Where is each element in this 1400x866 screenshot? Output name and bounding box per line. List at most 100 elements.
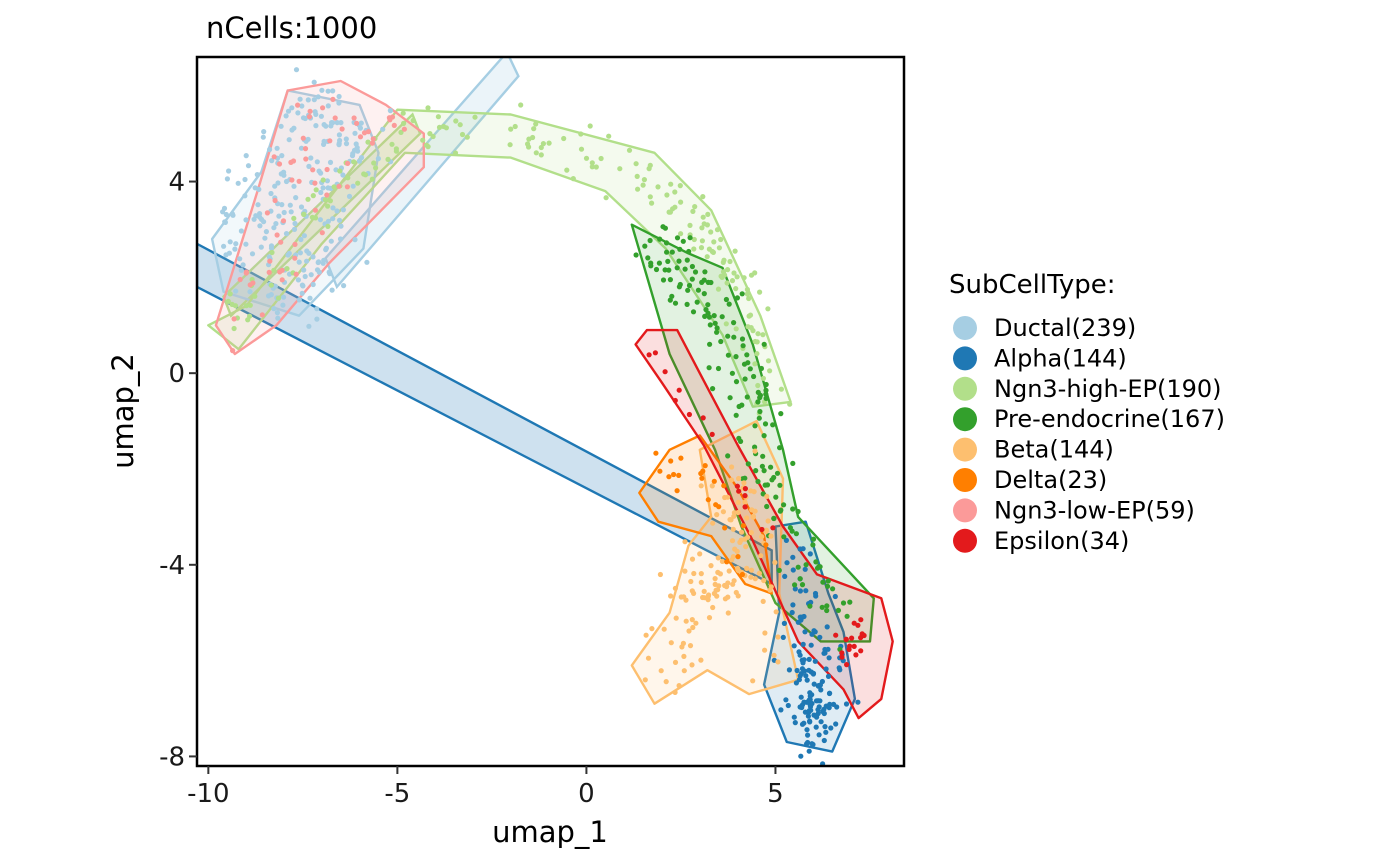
- cell-point: [801, 720, 807, 726]
- trajectory-band-2: [222, 112, 422, 318]
- cell-point: [310, 193, 316, 199]
- cell-point: [281, 209, 287, 216]
- cell-point: [398, 129, 404, 135]
- cell-point: [674, 488, 680, 494]
- cell-point: [698, 579, 704, 586]
- cell-point: [825, 646, 831, 652]
- cell-point: [708, 279, 714, 286]
- cell-point: [312, 180, 318, 186]
- cell-point: [761, 341, 767, 347]
- cell-point: [758, 365, 765, 372]
- cell-point: [657, 468, 663, 474]
- cell-point: [783, 537, 790, 544]
- cell-point: [731, 578, 737, 584]
- cell-point: [247, 302, 253, 308]
- cell-point: [672, 689, 678, 696]
- x-axis: -10 -5 0 5: [187, 766, 784, 809]
- cell-point: [819, 604, 825, 610]
- cell-point: [452, 150, 459, 156]
- cell-point: [668, 181, 674, 187]
- cell-point: [526, 136, 532, 142]
- cell-point: [288, 209, 294, 215]
- cell-point: [680, 238, 686, 244]
- cell-point: [457, 122, 463, 128]
- cell-point: [430, 133, 436, 140]
- cell-point: [332, 115, 338, 121]
- cell-point: [791, 643, 797, 649]
- cell-point: [343, 136, 349, 142]
- cell-point: [708, 229, 714, 235]
- cell-point: [267, 258, 273, 264]
- cell-point: [798, 753, 804, 759]
- cell-point: [346, 193, 353, 199]
- cell-point: [299, 290, 305, 296]
- cell-point: [336, 140, 342, 146]
- cell-point: [226, 168, 232, 174]
- cell-point: [684, 257, 690, 263]
- cell-point: [273, 221, 279, 227]
- cell-point: [324, 192, 330, 198]
- cell-point: [302, 115, 308, 122]
- cell-point: [809, 741, 815, 747]
- cell-point: [358, 120, 364, 126]
- cell-point: [271, 267, 277, 273]
- cell-point: [337, 168, 343, 174]
- cell-point: [706, 314, 713, 320]
- cell-point: [818, 687, 824, 693]
- cell-point: [768, 464, 774, 470]
- cell-point: [672, 397, 678, 404]
- cell-point: [361, 130, 368, 136]
- cell-point: [264, 210, 270, 216]
- cell-point: [291, 215, 297, 221]
- cell-point: [224, 176, 230, 182]
- cell-point: [719, 314, 725, 320]
- cell-point: [540, 141, 547, 147]
- cell-point: [687, 643, 694, 649]
- cell-point: [698, 483, 704, 489]
- y-axis: -8 -4 0 4: [159, 168, 197, 772]
- cell-point: [770, 422, 776, 428]
- cell-point: [221, 205, 228, 211]
- cell-point: [387, 108, 393, 114]
- cell-point: [807, 719, 813, 725]
- cell-point: [325, 103, 331, 109]
- cell-point: [662, 369, 668, 375]
- cell-point: [673, 615, 679, 621]
- cell-point: [337, 236, 344, 242]
- cell-point: [643, 632, 649, 638]
- cell-point: [352, 237, 358, 243]
- cell-point: [391, 122, 397, 128]
- cell-point: [742, 504, 748, 510]
- cell-point: [667, 297, 673, 303]
- cell-point: [312, 215, 319, 221]
- cell-point: [606, 133, 612, 139]
- cell-point: [336, 93, 342, 100]
- cell-point: [699, 225, 705, 231]
- cell-point: [755, 382, 761, 389]
- cell-point: [340, 172, 346, 178]
- cell-point: [663, 240, 670, 246]
- cell-point: [678, 231, 684, 237]
- cell-point: [734, 483, 741, 489]
- cell-point: [252, 293, 258, 299]
- cell-point: [760, 453, 766, 459]
- cell-point: [765, 358, 772, 364]
- cell-point: [733, 354, 739, 360]
- cell-point: [792, 586, 798, 592]
- x-axis-title: umap_1: [492, 815, 608, 849]
- cell-point: [731, 334, 737, 340]
- cell-point: [798, 671, 804, 677]
- cell-point: [313, 187, 319, 193]
- cell-point: [647, 194, 653, 200]
- cell-point: [795, 564, 801, 570]
- y-axis-title: umap_2: [106, 353, 140, 469]
- cell-point: [858, 648, 864, 654]
- cell-point: [281, 294, 287, 300]
- cell-point: [231, 325, 237, 332]
- cell-point: [301, 267, 307, 273]
- cell-point: [735, 554, 741, 560]
- cell-point: [358, 155, 365, 161]
- legend-swatch: [953, 437, 977, 462]
- cell-point: [730, 554, 737, 560]
- cell-point: [823, 703, 829, 709]
